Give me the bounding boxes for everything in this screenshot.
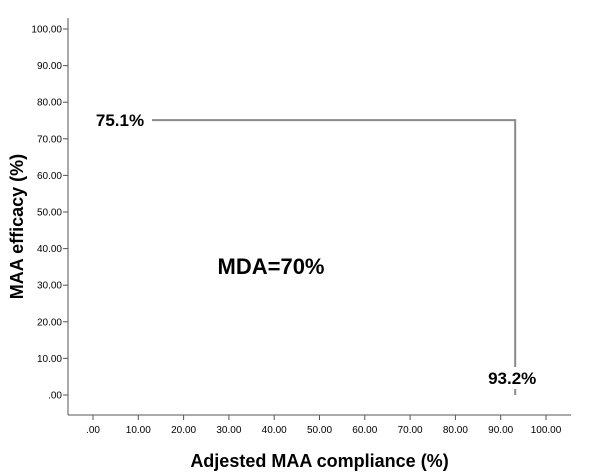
- x-tick-label: 40.00: [262, 425, 287, 436]
- y-tick-label: 70.00: [37, 134, 62, 145]
- x-tick-label: 100.00: [531, 425, 562, 436]
- y-tick-label: 30.00: [37, 281, 62, 292]
- x-axis-title: Adjested MAA compliance (%): [190, 451, 448, 471]
- x-tick-label: 20.00: [171, 425, 196, 436]
- y-axis-title: MAA efficacy (%): [7, 154, 27, 299]
- annotation-background: [88, 109, 152, 132]
- x-tick-label: 60.00: [352, 425, 377, 436]
- x-tick-label: 50.00: [307, 425, 332, 436]
- x-tick-label: 70.00: [398, 425, 423, 436]
- x-tick-label: 10.00: [126, 425, 151, 436]
- y-tick-label: 20.00: [37, 317, 62, 328]
- annotation-y-value: 75.1%: [96, 111, 144, 130]
- series: [93, 119, 517, 395]
- y-tick-label: 100.00: [31, 25, 62, 36]
- annotation-mda: MDA=70%: [218, 254, 325, 279]
- y-tick-label: 60.00: [37, 171, 62, 182]
- y-tick-label: 10.00: [37, 354, 62, 365]
- y-tick-label: 40.00: [37, 244, 62, 255]
- ticks: .00 10.00 20.00 30.00 40.00 50.00 60.00 70.00 80…: [31, 25, 561, 437]
- x-tick-label: 80.00: [443, 425, 468, 436]
- y-tick-label: 50.00: [37, 208, 62, 219]
- series-line: [93, 119, 517, 395]
- y-tick-label: .00: [48, 391, 62, 402]
- x-tick-label: 30.00: [216, 425, 241, 436]
- x-tick-label: 90.00: [488, 425, 513, 436]
- axes: [67, 18, 571, 416]
- annotation-background: [480, 367, 545, 389]
- y-tick-label: 90.00: [37, 61, 62, 72]
- y-tick-label: 80.00: [37, 98, 62, 109]
- annotations: 75.1% 93.2% MDA=70%: [88, 109, 545, 389]
- x-tick-label: .00: [86, 425, 100, 436]
- annotation-x-value: 93.2%: [488, 369, 536, 388]
